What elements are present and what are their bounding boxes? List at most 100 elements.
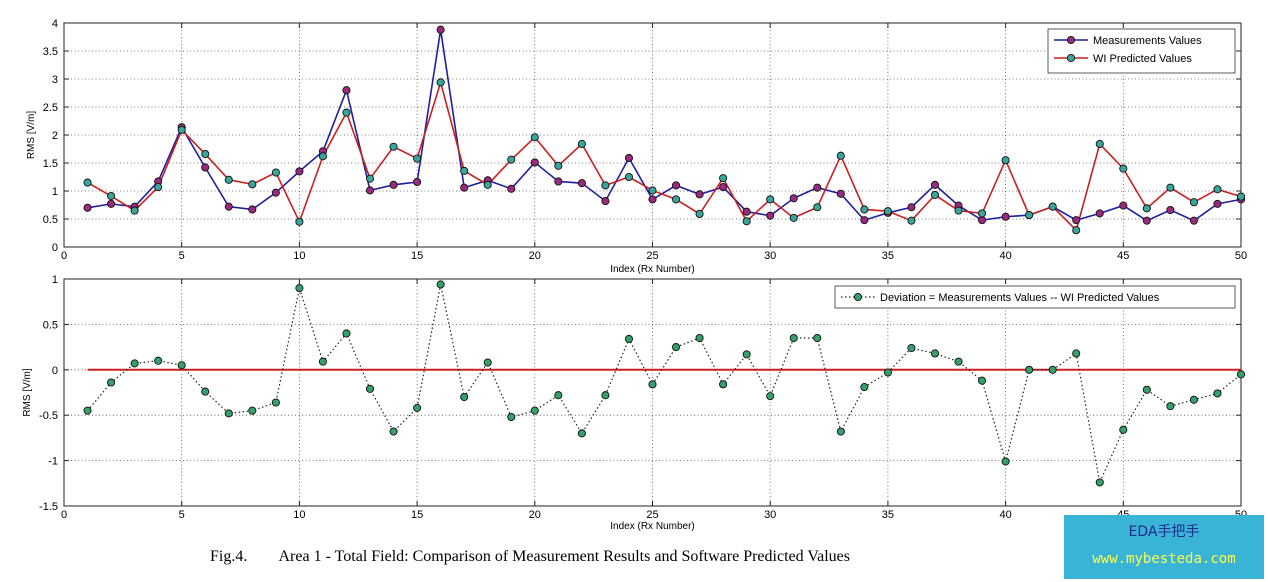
legend-box: [834, 285, 1236, 309]
top-chart: 0 5 10 15 20 25 30 35 40 45 50 0 0.5 1 1.5 2 2.5 3 3.5 4 Ind…: [26, 18, 1247, 275]
data-point-series-2: [1189, 198, 1198, 207]
data-point-series-1: [860, 383, 869, 392]
data-point-series-1: [460, 183, 469, 192]
x-tick-label: 15: [411, 509, 423, 521]
data-point-series-1: [436, 280, 445, 289]
data-point-series-1: [554, 391, 563, 400]
legend-label-2: WI Predicted Values: [1093, 53, 1192, 65]
y-tick-label: 4: [52, 18, 58, 30]
data-point-series-1: [930, 349, 940, 358]
data-point-series-2: [530, 133, 539, 142]
data-point-series-1: [530, 158, 539, 167]
data-point-series-1: [624, 334, 634, 343]
data-point-series-1: [577, 429, 586, 438]
y-tick-label: 1: [52, 186, 58, 198]
y-axis-label: RMS [V/m]: [22, 368, 33, 417]
data-point-series-1: [1025, 365, 1034, 374]
data-point-series-2: [154, 183, 163, 192]
caption-label: Fig.4.: [210, 548, 248, 565]
data-point-series-2: [907, 216, 916, 225]
x-axis-label: Index (Rx Number): [610, 264, 694, 275]
data-point-series-2: [365, 174, 375, 183]
data-point-series-1: [130, 359, 139, 368]
data-point-series-1: [1189, 216, 1198, 225]
data-point-series-1: [1166, 205, 1175, 215]
data-point-series-1: [83, 203, 92, 212]
data-point-series-1: [742, 207, 751, 216]
x-tick-label: 25: [646, 509, 658, 521]
data-point-series-1: [1142, 216, 1151, 225]
data-point-series-2: [460, 166, 469, 175]
data-point-series-1: [507, 412, 516, 422]
figure-caption: Fig.4. Area 1 - Total Field: Comparison …: [0, 548, 1060, 566]
data-point-series-1: [766, 211, 775, 220]
data-point-series-1: [742, 350, 751, 359]
data-point-series-1: [648, 380, 657, 389]
data-point-series-2: [1095, 139, 1104, 149]
data-point-series-2: [342, 108, 351, 117]
data-point-series-2: [719, 174, 728, 183]
data-point-series-1: [1236, 370, 1246, 379]
x-axis-label: Index (Rx Number): [610, 521, 694, 532]
data-point-series-1: [907, 203, 916, 212]
data-point-series-2: [836, 151, 845, 160]
data-point-series-2: [271, 168, 280, 177]
data-point-series-1: [365, 384, 375, 393]
data-point-series-1: [719, 380, 728, 389]
data-point-series-2: [813, 203, 822, 212]
data-point-series-1: [836, 427, 845, 436]
data-point-series-1: [1189, 395, 1198, 404]
x-tick-label: 30: [764, 509, 776, 521]
y-tick-label: -1: [48, 456, 58, 468]
data-point-series-1: [766, 392, 775, 401]
data-point-series-1: [271, 398, 280, 407]
data-point-series-2: [742, 217, 751, 226]
data-point-series-1: [224, 409, 233, 418]
data-point-series-2: [413, 154, 422, 163]
data-point-series-2: [930, 190, 940, 199]
data-point-series-2: [1142, 204, 1151, 213]
data-point-series-1: [1119, 201, 1128, 210]
data-point-series-1: [295, 167, 304, 176]
data-point-series-1: [483, 358, 492, 367]
x-tick-label: 35: [882, 509, 894, 521]
data-point-series-1: [1142, 385, 1151, 394]
y-tick-label: 3: [52, 74, 58, 86]
data-point-series-1: [789, 333, 798, 343]
data-point-series-2: [1236, 192, 1246, 201]
data-point-series-1: [930, 180, 940, 189]
data-point-series-1: [648, 195, 657, 204]
data-point-series-1: [907, 343, 916, 353]
data-point-series-1: [624, 153, 634, 163]
legend-label-1: Measurements Values: [1093, 35, 1202, 47]
data-point-series-2: [789, 213, 798, 222]
x-tick-label: 20: [529, 509, 541, 521]
x-tick-label: 30: [764, 250, 776, 262]
y-tick-label: 2: [52, 130, 58, 142]
data-point-series-1: [342, 329, 351, 338]
data-point-series-1: [883, 368, 892, 377]
data-point-series-1: [1095, 478, 1104, 487]
data-point-series-2: [177, 125, 186, 135]
data-point-series-2: [601, 181, 610, 190]
data-point-series-1: [836, 189, 845, 198]
x-tick-label: 0: [61, 509, 67, 521]
data-point-series-2: [860, 205, 869, 214]
data-point-series-1: [83, 406, 92, 415]
data-point-series-1: [507, 184, 516, 193]
data-point-series-2: [1213, 185, 1222, 194]
data-point-series-1: [224, 202, 233, 211]
data-point-series-1: [671, 343, 681, 352]
data-point-series-1: [271, 188, 280, 197]
data-point-series-2: [1166, 183, 1175, 192]
series-line-1: [87, 284, 1242, 485]
data-point-series-1: [671, 181, 681, 190]
y-tick-label: 1.5: [43, 158, 58, 170]
data-point-series-1: [318, 357, 327, 366]
legend-box: [1047, 28, 1236, 74]
data-point-series-2: [83, 178, 92, 187]
data-point-series-2: [389, 142, 398, 151]
data-point-series-1: [577, 179, 586, 188]
data-point-series-2: [883, 207, 892, 216]
